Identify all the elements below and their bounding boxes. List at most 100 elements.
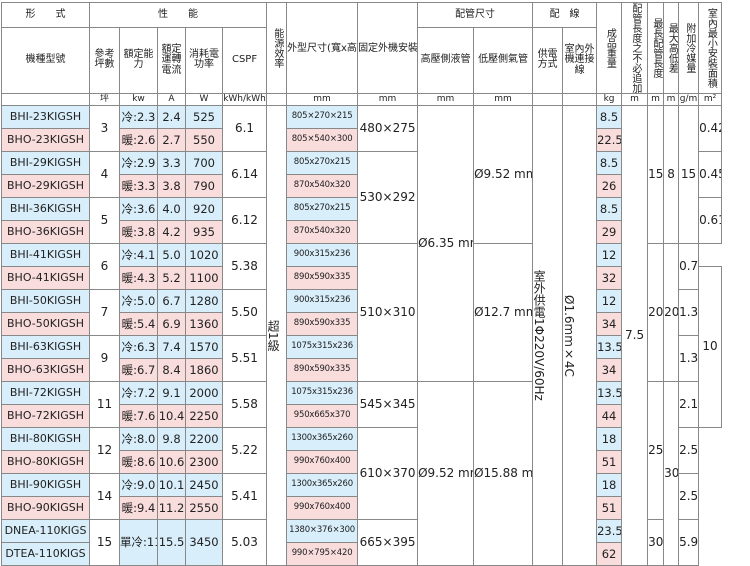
- weight-cell: 62: [596, 542, 623, 566]
- unit-cell: mm: [417, 93, 475, 106]
- capacity-cell: 暖:7.6: [119, 404, 158, 428]
- unit-cell: g/m: [678, 93, 700, 106]
- unit-cell: m: [647, 93, 665, 106]
- room-area-cell: 2.5: [678, 427, 700, 474]
- capacity-cell: 暖:9.4: [119, 496, 158, 520]
- area-cell: 3: [89, 105, 120, 152]
- dimension-cell: 900x315x236: [286, 243, 359, 267]
- capacity-cell: 暖:2.6: [119, 128, 158, 152]
- current-cell: 4.2: [157, 220, 186, 244]
- weight-cell: 23.5: [596, 519, 623, 543]
- unit-cell: [532, 93, 564, 106]
- weight-cell: 13.5: [596, 381, 623, 405]
- dimension-cell: 890x590x335: [286, 266, 359, 290]
- power-cell: 3450: [185, 519, 223, 566]
- power-cell: 935: [185, 220, 223, 244]
- efficiency-value: 超1級: [266, 319, 281, 352]
- power-supply-value: 室外供電1Φ220V/60Hz: [532, 270, 547, 401]
- power-header: 消耗電功率: [185, 26, 223, 95]
- current-cell: 4.0: [157, 197, 186, 221]
- unit-cell: A: [157, 93, 186, 106]
- model-cell: BHI-72KIGSH: [1, 381, 90, 405]
- model-cell: BHI-50KIGSH: [1, 289, 90, 313]
- current-cell: 2.7: [157, 128, 186, 152]
- room-area-cell: 2.15: [678, 381, 700, 428]
- dimension-cell: 990x760x400: [286, 496, 359, 520]
- model-cell: DNEA-110KIGS: [1, 519, 90, 543]
- model-cell: BHO-41KIGSH: [1, 266, 90, 290]
- cspf-cell: 5.38: [221, 243, 268, 290]
- unit-cell: [562, 93, 598, 106]
- pipe-no-add-header: 配管長度之不必追加: [629, 3, 641, 93]
- liquid-cell: Ø9.52 mm (3分): [417, 381, 475, 566]
- current-cell: 6.7: [157, 289, 186, 313]
- capacity-cell: 單冷:11: [119, 519, 158, 566]
- room-area-cell: 0.42: [698, 105, 723, 152]
- model-cell: BHI-63KIGSH: [1, 335, 90, 359]
- unit-cell: m: [621, 93, 649, 106]
- indoor-wiring-header: 室內外機連接線: [562, 26, 598, 95]
- model-cell: BHO-90KIGSH: [1, 496, 90, 520]
- weight-cell: 34: [596, 312, 623, 336]
- dimension-cell: 950x665x370: [286, 404, 359, 428]
- cspf-header: CSPF: [221, 26, 268, 95]
- gas-header: 低壓側氣管: [473, 26, 534, 95]
- power-cell: 2200: [185, 427, 223, 451]
- power-cell: 790: [185, 174, 223, 198]
- power-cell: 1570: [185, 335, 223, 359]
- weight-cell: 26: [596, 174, 623, 198]
- weight-cell: 8.5: [596, 105, 623, 129]
- power-cell: 2450: [185, 473, 223, 497]
- dimension-cell: 805x270x215: [286, 151, 359, 175]
- model-cell: BHI-90KIGSH: [1, 473, 90, 497]
- capacity-cell: 暖:5.4: [119, 312, 158, 336]
- cspf-cell: 6.14: [221, 151, 268, 198]
- max-height-cell: 8: [663, 105, 680, 244]
- area-cell: 11: [89, 381, 120, 428]
- room-area-cell: 0.45: [698, 151, 723, 198]
- room-area-cell: 0.77: [678, 243, 700, 290]
- unit-cell: mm: [473, 93, 534, 106]
- mount-cell: 480×275: [357, 105, 419, 152]
- model-cell: BHO-63KIGSH: [1, 358, 90, 382]
- dimension-cell: 900x315x236: [286, 289, 359, 313]
- weight-cell: 8.5: [596, 197, 623, 221]
- capacity-cell: 冷:6.3: [119, 335, 158, 359]
- current-cell: 2.4: [157, 105, 186, 129]
- weight-cell: 18: [596, 473, 623, 497]
- dimension-cell: 890x590x335: [286, 312, 359, 336]
- current-cell: 5.2: [157, 266, 186, 290]
- model-cell: DTEA-110KIGS: [1, 542, 90, 566]
- unit-cell: [1, 93, 90, 106]
- dimension-cell: 805x270x215: [286, 197, 359, 221]
- gas-cell: Ø15.88 mm (5分): [473, 381, 534, 566]
- form-header: 形 式: [1, 2, 90, 28]
- power-cell: 2300: [185, 450, 223, 474]
- unit-cell: mm: [357, 93, 419, 106]
- capacity-cell: 冷:3.6: [119, 197, 158, 221]
- area-cell: 9: [89, 335, 120, 382]
- current-cell: 9.1: [157, 381, 186, 405]
- weight-cell: 12: [596, 289, 623, 313]
- indoor-wiring-value: Ø1.6mm×4C: [562, 294, 577, 377]
- current-cell: 5.0: [157, 243, 186, 267]
- area-cell: 7: [89, 289, 120, 336]
- mount-cell: 610×370: [357, 427, 419, 520]
- cspf-cell: 6.12: [221, 197, 268, 244]
- capacity-cell: 暖:3.8: [119, 220, 158, 244]
- model-cell: BHO-29KIGSH: [1, 174, 90, 198]
- room-area-cell: 1.37: [678, 335, 700, 382]
- power-cell: 2000: [185, 381, 223, 405]
- unit-cell: mm: [286, 93, 359, 106]
- cspf-cell: 5.50: [221, 289, 268, 336]
- unit-cell: 坪: [89, 93, 120, 106]
- dimension-cell: 1075x315x236: [286, 381, 359, 405]
- dimension-cell: 805×540×300: [286, 128, 359, 152]
- power-cell: 1100: [185, 266, 223, 290]
- area-cell: 14: [89, 473, 120, 520]
- room-area-cell: 0.61: [698, 197, 723, 244]
- unit-cell: W: [185, 93, 223, 106]
- dimension-cell: 990x760x400: [286, 450, 359, 474]
- unit-cell: m²: [698, 93, 723, 106]
- weight-cell: 51: [596, 450, 623, 474]
